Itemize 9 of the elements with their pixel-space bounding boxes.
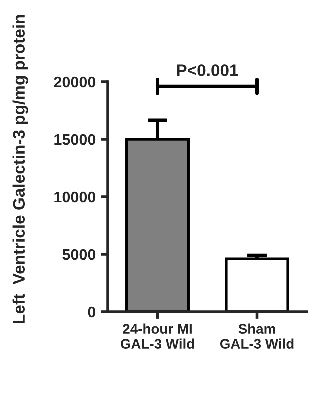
y-tick-label: 15000 xyxy=(54,134,96,146)
y-tick-label: 20000 xyxy=(54,76,96,88)
y-tick-label: 10000 xyxy=(54,192,96,203)
text: P<0.001 xyxy=(177,64,238,76)
x-tick-label: 24-hour MI GAL-3 Wild xyxy=(120,324,194,349)
x-tick-label: Sham GAL-3 Wild xyxy=(220,324,294,349)
y-tick-label: 5000 xyxy=(62,249,96,260)
y-axis-title: Left Ventricle Galectin-3 pg/mg protein xyxy=(12,15,28,324)
y-tick-label: 0 xyxy=(88,306,96,318)
